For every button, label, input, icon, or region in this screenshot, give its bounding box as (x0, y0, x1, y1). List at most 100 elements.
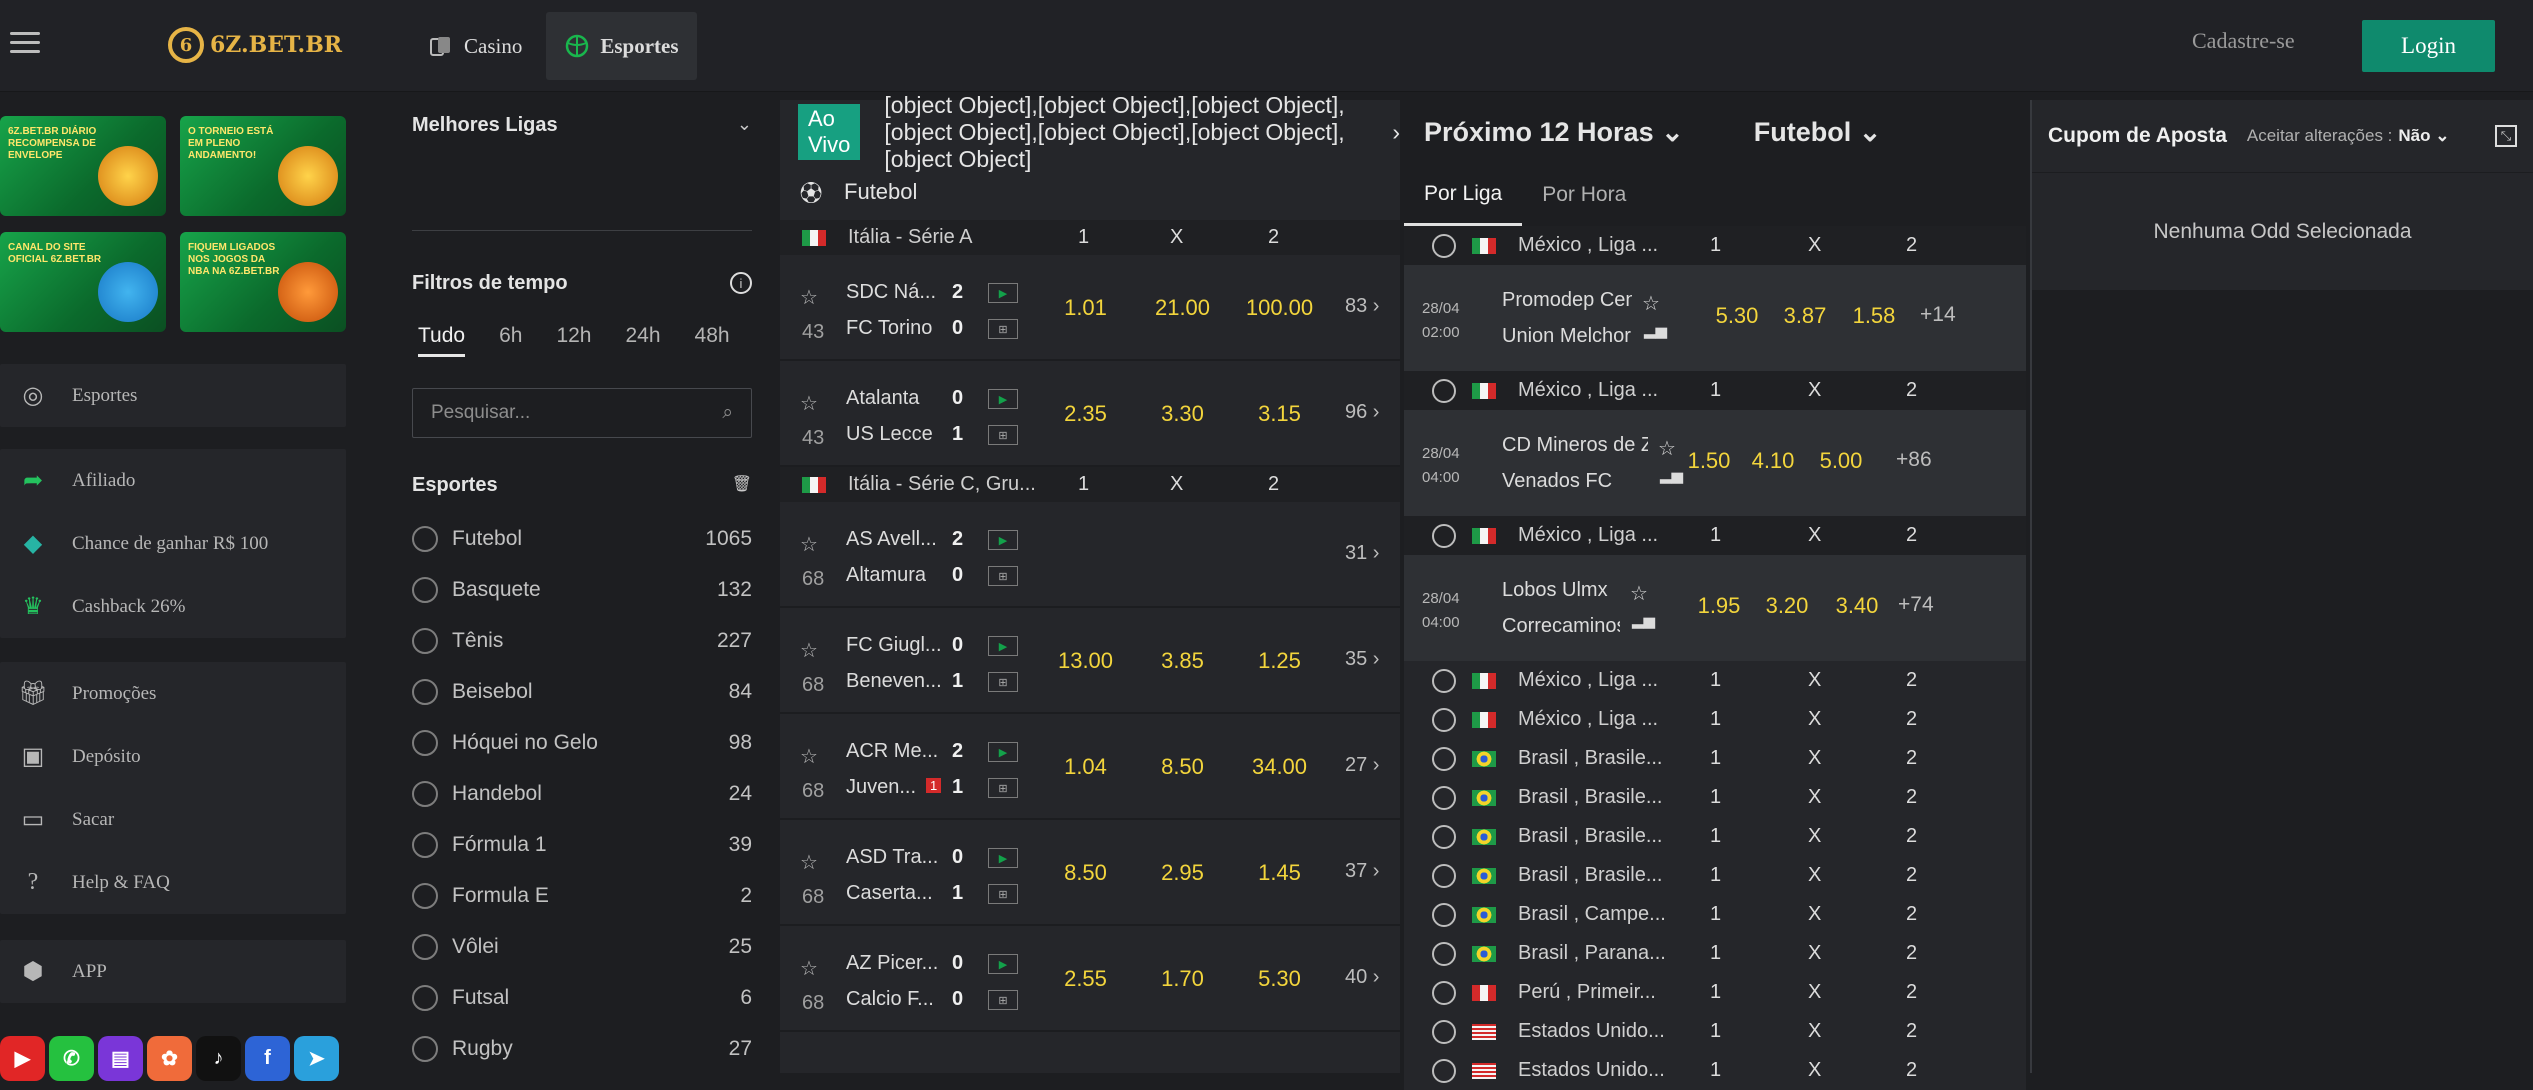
upcoming-league-row[interactable]: Estados Unido... 1 X 2 (1404, 1012, 2026, 1051)
chevron-right-icon[interactable]: › (1392, 118, 1400, 145)
more-markets[interactable]: +14 (1920, 303, 1956, 326)
sport-item[interactable]: Rugby 27 (412, 1023, 752, 1074)
pitch-icon[interactable]: ⊞ (988, 884, 1018, 904)
star-icon[interactable]: ☆ (800, 958, 818, 980)
odd-draw[interactable]: 4.10 (1751, 448, 1795, 473)
telegram-icon[interactable]: ➤ (294, 1036, 339, 1081)
odd-away[interactable]: 5.00 (1819, 448, 1863, 473)
star-icon[interactable]: ☆ (800, 746, 818, 768)
more-markets[interactable]: +86 (1896, 448, 1932, 471)
sidebar-item-sacar[interactable]: ▭ Sacar (0, 788, 346, 851)
tab-por-hora[interactable]: Por Hora (1542, 183, 1627, 206)
login-button[interactable]: Login (2362, 20, 2495, 72)
sport-item[interactable]: Hóquei no Gelo 98 (412, 717, 752, 768)
odd-home[interactable]: 13.00 (1057, 648, 1114, 673)
upcoming-event[interactable]: 28/04 04:00 Lobos Ulmx Correcaminos ... ☆ ▂… (1404, 555, 2026, 661)
live-stream-icon[interactable]: ▶ (988, 389, 1018, 409)
register-link[interactable]: Cadastre-se (2192, 28, 2295, 53)
stats-icon[interactable]: ▂▅ (1644, 322, 1668, 339)
banner-canal[interactable]: CANAL DO SITE OFICIAL 6Z.BET.BR (0, 232, 166, 332)
odd-draw[interactable]: 21.00 (1154, 295, 1211, 320)
star-icon[interactable]: ☆ (1642, 293, 1660, 315)
odd-draw[interactable]: 2.95 (1161, 860, 1204, 885)
time-tab-48h[interactable]: 48h (694, 324, 730, 347)
star-icon[interactable]: ☆ (800, 393, 818, 415)
odd-home[interactable]: 2.35 (1064, 401, 1107, 426)
upcoming-league-row[interactable]: Perú , Primeir... 1 X 2 (1404, 973, 2026, 1012)
time-tab-6h[interactable]: 6h (499, 324, 523, 347)
odd-away[interactable]: 34.00 (1251, 754, 1308, 779)
banner-envelope[interactable]: 6Z.BET.BR DIÁRIO RECOMPENSA DE ENVELOPE (0, 116, 166, 216)
stats-icon[interactable]: ▂▅ (1660, 467, 1684, 484)
odd-away[interactable]: 1.58 (1852, 303, 1896, 328)
star-icon[interactable]: ☆ (800, 640, 818, 662)
odd-home[interactable]: 2.55 (1064, 966, 1107, 991)
youtube-icon[interactable]: ▶ (0, 1036, 45, 1081)
live-event[interactable]: ☆ 68 AS Avell... 2 Altamura 0 ▶ ⊞ 31 › (780, 502, 1400, 608)
menu-icon[interactable] (10, 32, 40, 56)
odd-home[interactable]: 1.50 (1687, 448, 1731, 473)
odd-home[interactable]: 1.95 (1697, 593, 1741, 618)
banner-nba[interactable]: FIQUEM LIGADOS NOS JOGOS DA NBA NA 6Z.BE… (180, 232, 346, 332)
live-event[interactable]: ☆ 68 AZ Picer... 0 Calcio F... 0 ▶ ⊞ 2.55 1.7… (780, 926, 1400, 1032)
info-icon[interactable]: i (730, 272, 752, 294)
live-event[interactable]: ☆ 43 Atalanta 0 US Lecce 1 ▶ ⊞ 2.35 3.30 3.15 … (780, 361, 1400, 467)
league-row[interactable]: Itália - Série C, Gru... 1 X 2 (780, 467, 1400, 502)
odd-away[interactable]: 100.00 (1245, 295, 1314, 320)
more-markets[interactable]: 96 › (1345, 401, 1380, 423)
upcoming-league-row[interactable]: México , Liga ... 1 X 2 (1404, 516, 2026, 555)
sidebar-item-cashback[interactable]: ♛ Cashback 26% (0, 575, 346, 638)
best-leagues-header[interactable]: Melhores Ligas ⌄ (412, 114, 752, 137)
upcoming-hours-dropdown[interactable]: Próximo 12 Horas ⌄ (1424, 117, 1684, 148)
sport-item[interactable]: Futebol 1065 (412, 513, 752, 564)
pitch-icon[interactable]: ⊞ (988, 319, 1018, 339)
upcoming-league-row[interactable]: Brasil , Brasile... 1 X 2 (1404, 739, 2026, 778)
tab-esportes[interactable]: Esportes (546, 12, 697, 80)
pitch-icon[interactable]: ⊞ (988, 778, 1018, 798)
site-logo[interactable]: 6 6Z.BET.BR (168, 20, 342, 70)
sport-item[interactable]: Handebol 24 (412, 768, 752, 819)
tiktok-icon[interactable]: ♪ (196, 1036, 241, 1081)
sport-item[interactable]: Tênis 227 (412, 615, 752, 666)
odd-home[interactable]: 1.01 (1064, 295, 1107, 320)
odd-away[interactable]: 3.15 (1258, 401, 1301, 426)
sport-item[interactable]: Formula E 2 (412, 870, 752, 921)
more-markets[interactable]: +74 (1898, 593, 1934, 616)
live-event-count[interactable]: [object Object],[object Object],[object … (884, 91, 1345, 172)
sidebar-item-promocoes[interactable]: 🎁︎ Promoções (0, 662, 346, 725)
time-tab-12h[interactable]: 12h (556, 324, 592, 347)
odd-away[interactable]: 5.30 (1258, 966, 1301, 991)
live-stream-icon[interactable]: ▶ (988, 848, 1018, 868)
odd-home[interactable]: 8.50 (1064, 860, 1107, 885)
more-markets[interactable]: 31 › (1345, 542, 1380, 564)
upcoming-event[interactable]: 28/04 02:00 Promodep Centr... Union Melcho… (1404, 265, 2026, 371)
odd-draw[interactable]: 3.85 (1161, 648, 1204, 673)
upcoming-league-row[interactable]: Estados Unido... 1 X 2 (1404, 1051, 2026, 1090)
live-stream-icon[interactable]: ▶ (988, 954, 1018, 974)
live-stream-icon[interactable]: ▶ (988, 742, 1018, 762)
upcoming-league-row[interactable]: Brasil , Brasile... 1 X 2 (1404, 778, 2026, 817)
star-icon[interactable]: ☆ (800, 534, 818, 556)
odd-draw[interactable]: 3.87 (1783, 303, 1827, 328)
odd-away[interactable]: 1.45 (1258, 860, 1301, 885)
upcoming-league-row[interactable]: México , Liga ... 1 X 2 (1404, 226, 2026, 265)
odd-away[interactable]: 1.25 (1258, 648, 1301, 673)
odd-draw[interactable]: 1.70 (1161, 966, 1204, 991)
tab-por-liga[interactable]: Por Liga (1404, 164, 1523, 226)
sport-item[interactable]: Basquete 132 (412, 564, 752, 615)
sidebar-item-app[interactable]: ⬢ APP (0, 940, 346, 1003)
expand-icon[interactable]: ⤡ (2495, 125, 2517, 147)
upcoming-league-row[interactable]: México , Liga ... 1 X 2 (1404, 661, 2026, 700)
league-row[interactable]: Itália - Série A 1 X 2 (780, 220, 1400, 255)
sidebar-item-afiliado[interactable]: ➦ Afiliado (0, 449, 346, 512)
twitch-icon[interactable]: ▤ (98, 1036, 143, 1081)
star-icon[interactable]: ☆ (1658, 438, 1676, 460)
upcoming-sport-dropdown[interactable]: Futebol ⌄ (1754, 117, 1882, 148)
more-markets[interactable]: 83 › (1345, 295, 1380, 317)
live-event[interactable]: ☆ 68 ASD Tra... 0 Caserta... 1 ▶ ⊞ 8.50 2.95 1… (780, 820, 1400, 926)
search-input[interactable]: Pesquisar... ⌕ (412, 388, 752, 438)
odd-away[interactable]: 3.40 (1835, 593, 1879, 618)
trash-icon[interactable]: 🗑︎ (731, 476, 752, 493)
tab-casino[interactable]: Casino (410, 12, 540, 80)
